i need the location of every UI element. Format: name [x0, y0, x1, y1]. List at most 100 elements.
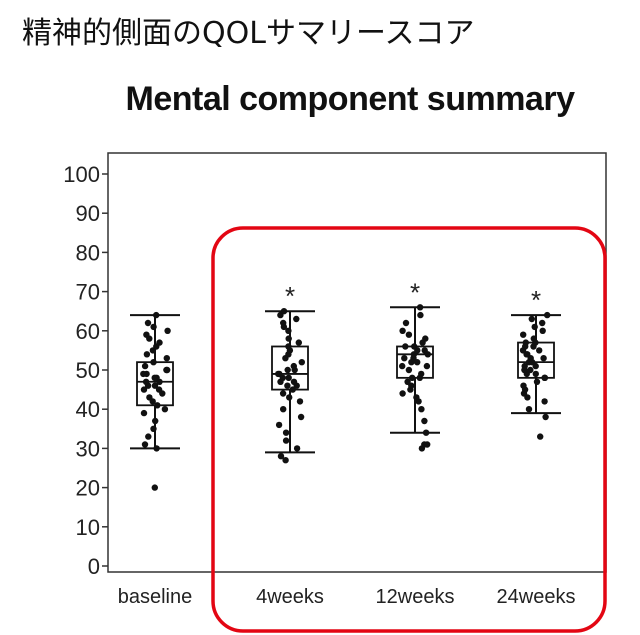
data-point	[418, 406, 425, 413]
y-tick-label: 90	[76, 201, 100, 226]
data-point	[296, 398, 304, 405]
data-point	[520, 331, 527, 338]
data-point	[275, 421, 283, 429]
significance-marker: *	[285, 281, 295, 311]
data-point	[277, 453, 285, 460]
data-point	[155, 386, 163, 393]
data-point	[521, 362, 528, 370]
y-tick-label: 100	[63, 162, 100, 187]
data-point	[405, 366, 413, 374]
data-point	[421, 347, 428, 354]
data-point	[289, 386, 296, 393]
data-point	[409, 374, 416, 381]
data-point	[282, 437, 290, 444]
x-category-label: baseline	[118, 586, 193, 608]
data-point	[298, 359, 305, 366]
data-point	[422, 335, 429, 342]
data-point	[399, 390, 406, 397]
data-point	[399, 362, 406, 370]
data-point	[404, 378, 411, 385]
data-point	[280, 308, 288, 315]
data-point	[282, 429, 290, 436]
data-point	[524, 351, 531, 358]
data-point	[540, 355, 547, 362]
data-point	[537, 433, 544, 440]
data-point	[282, 457, 289, 464]
data-point	[421, 417, 428, 425]
data-point	[156, 339, 163, 346]
data-point	[413, 394, 420, 401]
data-point	[418, 370, 425, 378]
data-point	[285, 343, 292, 350]
significance-marker: *	[531, 285, 541, 315]
data-point	[401, 355, 408, 362]
data-point	[528, 315, 535, 323]
data-point	[285, 327, 292, 334]
data-point	[152, 417, 159, 425]
y-tick-label: 20	[76, 476, 100, 501]
data-point	[285, 374, 292, 381]
data-point	[143, 331, 150, 338]
significance-marker: *	[410, 277, 420, 307]
data-point	[417, 311, 424, 319]
data-point	[293, 315, 300, 323]
data-point	[145, 433, 152, 440]
data-point	[285, 335, 292, 342]
page-header: 精神的側面のQOLサマリースコア	[22, 16, 475, 51]
data-point	[142, 378, 150, 385]
data-point	[539, 319, 546, 327]
data-point	[423, 362, 431, 370]
y-tick-label: 30	[76, 436, 100, 461]
data-point	[141, 362, 149, 370]
data-point	[150, 359, 157, 366]
y-tick-label: 40	[76, 397, 100, 422]
data-point	[542, 413, 549, 421]
data-point	[541, 398, 548, 405]
data-point	[424, 441, 431, 448]
data-point	[279, 390, 287, 397]
y-tick-label: 0	[88, 554, 100, 579]
data-point	[533, 378, 541, 385]
data-point	[140, 409, 148, 417]
data-point	[141, 441, 149, 448]
data-point	[527, 366, 534, 374]
data-point	[284, 382, 291, 389]
data-point	[161, 406, 169, 413]
data-point	[286, 394, 293, 401]
y-tick-label: 70	[76, 280, 100, 305]
data-point	[140, 370, 147, 378]
highlight-frame	[211, 226, 607, 633]
data-point	[520, 382, 527, 389]
data-point	[411, 343, 418, 350]
data-point	[144, 319, 152, 327]
data-point	[151, 484, 158, 491]
data-point	[290, 378, 298, 385]
chart-title: Mental component summary	[125, 80, 575, 118]
y-tick-label: 50	[76, 358, 100, 383]
data-point	[295, 339, 302, 346]
data-point	[290, 362, 297, 370]
data-point	[143, 351, 151, 358]
x-category-label: 4weeks	[256, 586, 324, 608]
data-point	[402, 319, 410, 327]
data-point	[536, 347, 543, 354]
y-tick-label: 10	[76, 515, 100, 540]
data-point	[140, 386, 148, 393]
data-point	[525, 406, 533, 413]
data-point	[153, 311, 160, 319]
data-point	[280, 319, 287, 327]
data-point	[153, 445, 160, 452]
data-point	[530, 335, 537, 342]
data-point	[531, 323, 538, 331]
data-point	[164, 327, 171, 334]
data-point	[280, 406, 287, 413]
data-point	[163, 355, 170, 362]
data-point	[150, 323, 157, 331]
data-point	[154, 402, 161, 409]
data-point	[151, 382, 159, 389]
data-point	[399, 327, 406, 334]
data-point	[522, 339, 529, 346]
data-point	[422, 429, 430, 436]
data-point	[405, 331, 413, 338]
